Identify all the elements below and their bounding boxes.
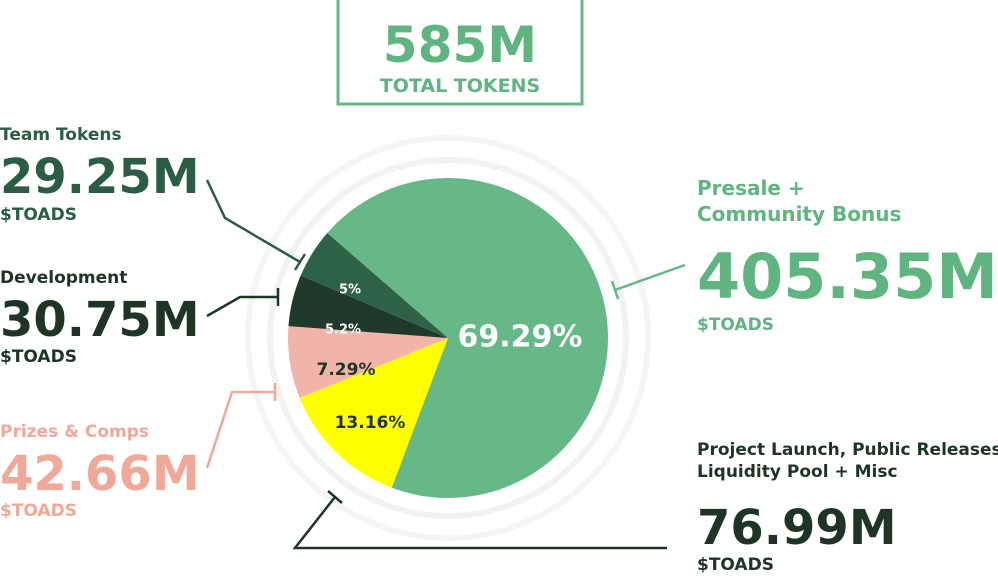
connector xyxy=(610,263,686,300)
unit: $TOADS xyxy=(0,205,77,225)
amount: 29.25M xyxy=(0,149,200,205)
amount: 30.75M xyxy=(0,292,200,348)
connector xyxy=(205,383,277,469)
connector xyxy=(205,179,307,271)
amount: 42.66M xyxy=(0,446,200,502)
ring xyxy=(267,157,629,519)
total: 585M xyxy=(383,16,537,74)
unit: $TOADS xyxy=(0,347,77,367)
unit: $TOADS xyxy=(697,315,774,335)
category-label: Project Launch, Public Releases, Liquidit… xyxy=(697,440,998,482)
slice-label: 5% xyxy=(339,283,361,298)
category-label: Development xyxy=(0,268,127,288)
pie-slice xyxy=(299,338,448,488)
category-label: Prizes & Comps xyxy=(0,422,149,442)
pie-slice xyxy=(288,326,448,398)
connector xyxy=(292,490,667,550)
ring xyxy=(245,135,651,541)
amount: 76.99M xyxy=(697,500,897,556)
slice-label: 69.29% xyxy=(458,320,583,355)
pie-slice xyxy=(300,233,448,338)
slice-label: 7.29% xyxy=(317,360,376,380)
unit: $TOADS xyxy=(697,555,774,575)
pie-slice xyxy=(288,275,448,338)
slice-label: 13.16% xyxy=(335,413,406,433)
amount: 405.35M xyxy=(697,240,998,313)
unit: $TOADS xyxy=(0,501,77,521)
category-label: Team Tokens xyxy=(0,125,122,145)
connector xyxy=(206,288,280,318)
pie-slice xyxy=(327,178,608,499)
category-label: Presale + Community Bonus xyxy=(697,176,901,226)
connectors xyxy=(205,179,686,550)
slice-label: 5.2% xyxy=(325,323,361,338)
title-box xyxy=(336,0,584,106)
total-label: TOTAL TOKENS xyxy=(380,75,540,97)
